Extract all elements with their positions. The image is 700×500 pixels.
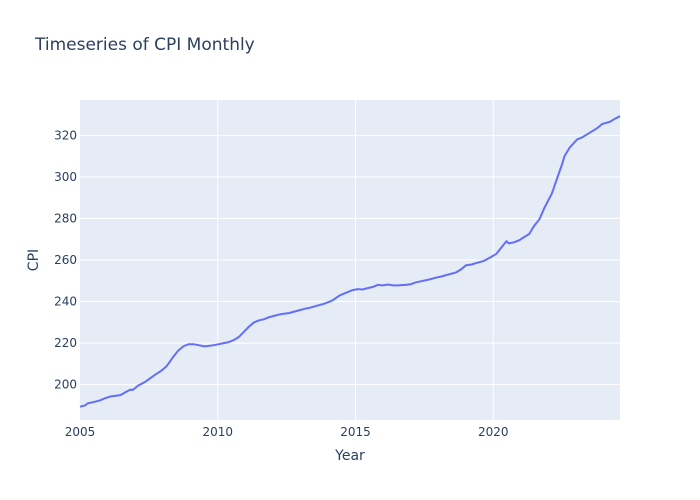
x-tick-label: 2020 (478, 425, 509, 439)
cpi-series-line (79, 115, 621, 408)
y-tick-label: 300 (54, 170, 77, 184)
x-tick-label: 2010 (202, 425, 233, 439)
y-tick-label: 200 (54, 378, 77, 392)
x-tick-label: 2015 (340, 425, 371, 439)
chart-title: Timeseries of CPI Monthly (34, 35, 255, 55)
y-axis-title: CPI (26, 249, 42, 271)
tick-labels: 2005 2010 2015 2020 200 220 240 260 280 300 320 (54, 128, 508, 439)
x-axis-title: Year (334, 448, 365, 464)
y-tick-label: 320 (54, 128, 77, 142)
y-tick-label: 220 (54, 336, 77, 350)
grid-lines (80, 100, 620, 420)
y-tick-label: 240 (54, 295, 77, 309)
y-tick-label: 260 (54, 253, 77, 267)
x-tick-label: 2005 (65, 425, 96, 439)
y-tick-label: 280 (54, 211, 77, 225)
